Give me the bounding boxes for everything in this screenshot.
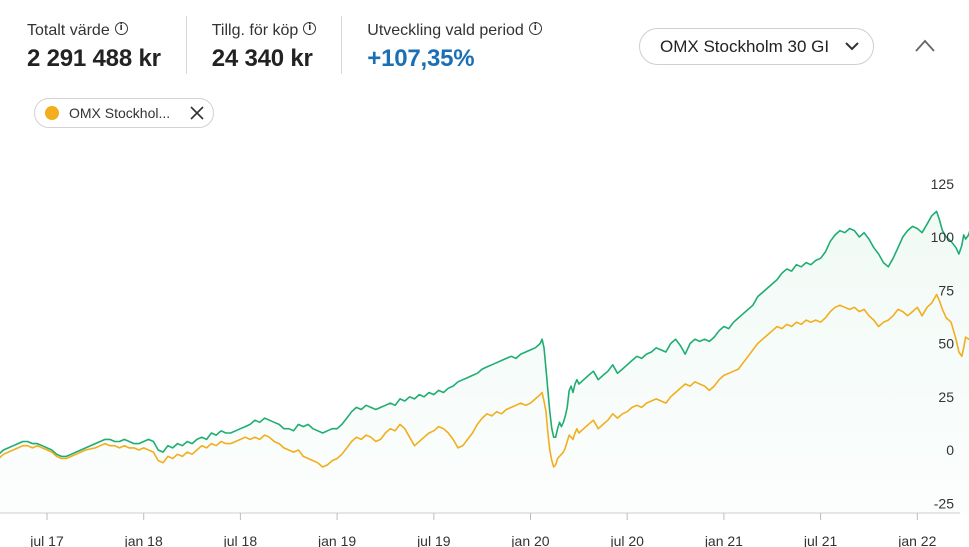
change-label: Utveckling vald period <box>367 22 524 39</box>
change-stat: Utveckling vald period i +107,35% <box>367 20 542 73</box>
portfolio-line <box>0 210 969 458</box>
chevron-up-icon[interactable] <box>914 38 936 54</box>
y-tick-label: 100 <box>931 229 955 245</box>
x-tick-label: jul 18 <box>223 533 258 547</box>
series-color-dot <box>45 106 59 120</box>
benchmark-dropdown[interactable]: OMX Stockholm 30 GI <box>639 28 874 65</box>
legend-chip-label: OMX Stockhol... <box>69 105 171 121</box>
available-label-row: Tillg. för köp i <box>212 20 317 42</box>
x-tick-label: jan 18 <box>124 533 163 547</box>
close-icon[interactable] <box>190 106 204 120</box>
info-icon[interactable]: i <box>528 21 542 35</box>
change-label-row: Utveckling vald period i <box>367 20 542 42</box>
x-tick-label: jan 21 <box>704 533 743 547</box>
x-tick-label: jul 17 <box>29 533 64 547</box>
x-tick-label: jan 19 <box>317 533 356 547</box>
total-value: 2 291 488 kr <box>27 45 161 72</box>
benchmark-line <box>0 293 969 468</box>
y-tick-label: 50 <box>938 336 954 352</box>
info-icon[interactable]: i <box>114 21 128 35</box>
info-icon[interactable]: i <box>303 21 317 35</box>
total-value-stat: Totalt värde i 2 291 488 kr <box>27 20 161 73</box>
y-tick-label: 0 <box>946 442 954 458</box>
x-tick-label: jan 20 <box>510 533 549 547</box>
available-value: 24 340 kr <box>211 45 313 72</box>
portfolio-area <box>0 211 969 513</box>
legend-chip[interactable]: OMX Stockhol... <box>34 98 214 128</box>
y-tick-label: 125 <box>931 176 955 192</box>
stat-divider <box>341 16 343 74</box>
x-tick-label: jul 20 <box>609 533 644 547</box>
y-tick-label: 75 <box>938 282 954 298</box>
x-tick-label: jul 21 <box>803 533 838 547</box>
y-tick-label: 25 <box>938 389 954 405</box>
total-value-label: Totalt värde <box>27 22 110 39</box>
available-stat: Tillg. för köp i 24 340 kr <box>212 20 317 73</box>
available-label: Tillg. för köp <box>211 22 299 39</box>
stats-bar: Totalt värde i 2 291 488 kr Tillg. för k… <box>27 16 542 74</box>
x-tick-label: jan 22 <box>897 533 936 547</box>
x-tick-label: jul 19 <box>416 533 451 547</box>
chevron-down-icon <box>845 42 859 51</box>
y-tick-label: -25 <box>934 495 954 511</box>
total-value-label-row: Totalt värde i <box>27 20 161 42</box>
benchmark-selected: OMX Stockholm 30 GI <box>660 36 830 56</box>
stat-divider <box>185 16 187 74</box>
change-value: +107,35% <box>367 45 475 72</box>
